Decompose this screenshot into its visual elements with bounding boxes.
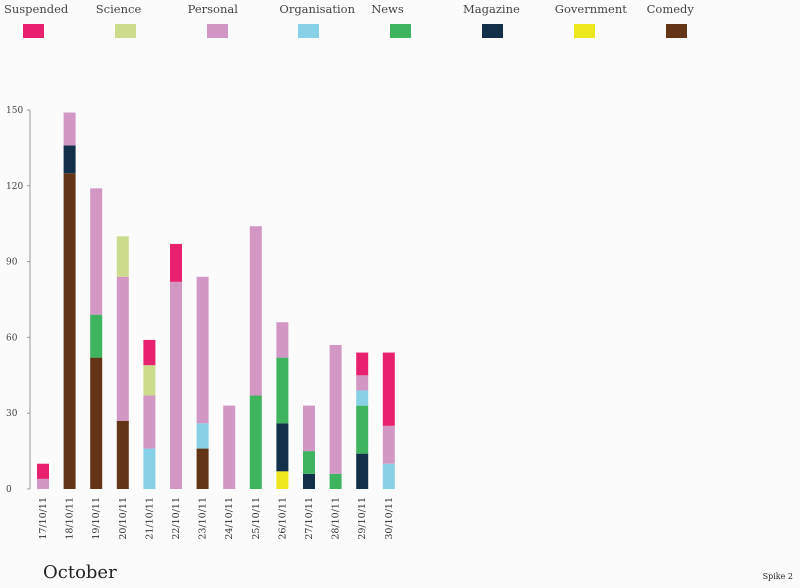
y-axis: 0 30 60 90 120 150 xyxy=(6,106,31,495)
bar-stack xyxy=(90,188,103,489)
bar-segment-personal xyxy=(329,344,342,474)
bar-segment-personal xyxy=(276,322,289,358)
legend-swatch xyxy=(298,24,320,38)
x-tick-label: 19/10/11 xyxy=(91,497,102,540)
bar-segment-government xyxy=(276,471,289,489)
x-tick-label: 18/10/11 xyxy=(65,497,76,540)
bar-segment-suspended xyxy=(143,339,156,366)
x-tick-label: 24/10/11 xyxy=(224,497,235,540)
y-tick-label: 0 xyxy=(6,485,12,495)
bar-segment-personal xyxy=(116,276,129,421)
bar-segment-organisation xyxy=(356,390,369,406)
x-tick-label: 20/10/11 xyxy=(118,497,129,540)
y-tick-label: 30 xyxy=(6,409,18,419)
bar-stack xyxy=(63,112,76,489)
x-tick-label: 27/10/11 xyxy=(304,497,315,540)
legend-swatch xyxy=(23,24,44,38)
bar-segment-comedy xyxy=(63,173,76,489)
bar-stack xyxy=(170,243,182,489)
bar-stack xyxy=(223,405,236,489)
bar-segment-science xyxy=(143,365,156,396)
bar-segment-suspended xyxy=(37,463,49,479)
legend-label: Organisation xyxy=(279,2,356,16)
x-tick-label: 28/10/11 xyxy=(331,497,342,540)
bar-segment-personal xyxy=(170,281,182,489)
x-tick-label: 29/10/11 xyxy=(357,497,368,540)
bar-stack xyxy=(329,344,342,489)
bar-stack xyxy=(37,463,49,489)
legend-label: Science xyxy=(95,2,142,16)
bar-segment-news xyxy=(329,473,342,489)
y-tick-label: 60 xyxy=(6,333,18,343)
bar-segment-organisation xyxy=(143,448,156,489)
bar-segment-organisation xyxy=(382,463,395,489)
legend-label: Government xyxy=(554,2,627,16)
bar-stack xyxy=(276,322,289,489)
stacked-bar-chart: 0 30 60 90 120 150 17/10/11 18/10/11 19/10/11 20… xyxy=(6,106,395,540)
y-tick-label: 150 xyxy=(6,106,23,116)
bar-segment-news xyxy=(276,357,289,424)
bar-stack xyxy=(143,339,156,489)
x-tick-label: 17/10/11 xyxy=(38,497,49,540)
bar-segment-comedy xyxy=(196,448,209,489)
legend-label: News xyxy=(371,2,404,16)
bar-stack xyxy=(382,352,395,489)
bar-stack xyxy=(249,226,262,489)
bar-stack xyxy=(116,236,129,489)
x-tick-label: 23/10/11 xyxy=(198,497,209,540)
bar-segment-personal xyxy=(303,405,315,452)
bar-segment-personal xyxy=(63,112,76,146)
bar-segment-news xyxy=(249,395,262,489)
legend-label: Suspended xyxy=(4,2,69,16)
bar-segment-personal xyxy=(223,405,236,489)
footer-note: Spike 2 xyxy=(762,572,793,581)
legend-swatch xyxy=(573,24,595,38)
bar-segment-personal xyxy=(382,425,395,464)
x-tick-label: 25/10/11 xyxy=(251,497,262,540)
bar-segment-personal xyxy=(90,188,103,315)
bar-segment-comedy xyxy=(90,357,103,489)
bar-segment-magazine xyxy=(356,453,369,489)
bar-stack xyxy=(196,276,209,489)
bar-segment-news xyxy=(303,451,315,474)
legend-label: Magazine xyxy=(463,2,520,16)
bar-segment-suspended xyxy=(170,243,182,282)
y-tick-label: 90 xyxy=(6,258,18,268)
bar-segment-suspended xyxy=(382,352,395,426)
bar-segment-news xyxy=(356,405,369,454)
bar-segment-personal xyxy=(356,375,369,391)
chart-legend: Suspended Science Personal Organisation News… xyxy=(0,0,800,44)
bar-segment-personal xyxy=(196,276,209,424)
legend-swatch xyxy=(482,24,503,38)
legend-label: Comedy xyxy=(646,2,694,16)
bar-segment-organisation xyxy=(196,423,209,449)
bars xyxy=(37,112,395,489)
bar-segment-personal xyxy=(37,478,49,489)
x-axis-labels: 17/10/11 18/10/11 19/10/11 20/10/11 21/10/11… xyxy=(38,497,395,540)
bar-segment-suspended xyxy=(356,352,369,376)
legend-swatch xyxy=(206,24,228,38)
bar-segment-personal xyxy=(249,226,262,396)
y-tick-label: 120 xyxy=(6,182,23,192)
bar-segment-comedy xyxy=(116,420,129,489)
x-tick-label: 26/10/11 xyxy=(277,497,288,540)
x-tick-label: 21/10/11 xyxy=(144,497,155,540)
bar-segment-magazine xyxy=(63,145,76,174)
bar-stack xyxy=(356,352,369,489)
bar-segment-news xyxy=(90,314,103,358)
legend-swatch xyxy=(665,24,687,38)
month-label: October xyxy=(43,562,117,583)
x-tick-label: 22/10/11 xyxy=(171,497,182,540)
legend-label: Personal xyxy=(187,2,238,16)
bar-segment-magazine xyxy=(276,423,289,472)
bar-segment-magazine xyxy=(303,473,315,489)
bar-segment-science xyxy=(116,236,129,277)
bar-segment-personal xyxy=(143,395,156,449)
legend-swatch xyxy=(114,24,136,38)
x-tick-label: 30/10/11 xyxy=(384,497,395,540)
legend-swatch xyxy=(390,24,412,38)
bar-stack xyxy=(303,405,315,489)
